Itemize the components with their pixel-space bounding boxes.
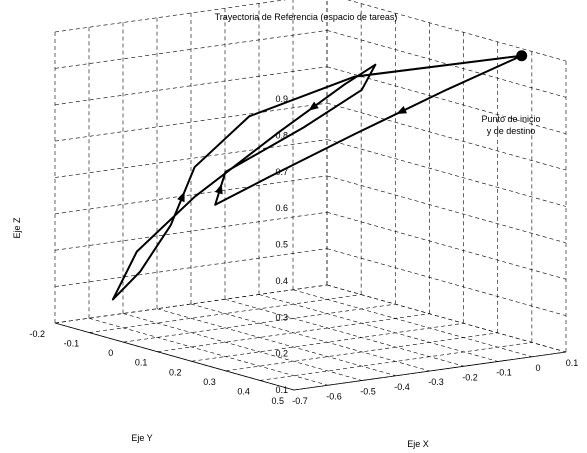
annotation-line-2: y de destino xyxy=(487,126,536,136)
x-axis-line xyxy=(293,351,567,391)
start-end-point-marker xyxy=(516,50,528,62)
direction-arrow xyxy=(396,106,408,115)
back-wall-gridline-z xyxy=(54,284,328,324)
floor-gridline-y xyxy=(191,322,464,362)
side-wall-gridline-z xyxy=(326,66,567,135)
side-wall-gridline-z xyxy=(326,102,567,171)
side-wall-gridline-z xyxy=(326,284,567,353)
z-tick-label: 0.7 xyxy=(275,167,288,177)
chart-title: Trayectoria de Referencia (espacio de ta… xyxy=(215,12,398,22)
direction-arrow xyxy=(214,183,223,195)
direction-arrow xyxy=(177,191,185,203)
trajectory-layer xyxy=(111,50,528,301)
back-wall-gridline-z xyxy=(54,211,328,251)
z-tick-label: 0.5 xyxy=(275,240,288,250)
floor-gridline-y xyxy=(157,313,430,353)
y-tick-label: 0.3 xyxy=(203,377,216,387)
floor-gridline-x xyxy=(190,303,431,372)
arrowhead xyxy=(308,101,319,111)
floor-gridline-x xyxy=(292,289,533,358)
x-tick-label: -0.1 xyxy=(496,368,512,378)
arrowhead xyxy=(177,191,185,203)
back-wall-gridline-z xyxy=(54,66,328,106)
y-tick-label: 0.1 xyxy=(135,358,148,368)
z-axis-label: Eje Z xyxy=(12,217,22,239)
y-tick-label: 0 xyxy=(108,348,113,358)
z-tick-label: 0.6 xyxy=(275,203,288,213)
z-tick-label: 0.1 xyxy=(275,385,288,395)
y-tick-label: 0.4 xyxy=(237,386,250,396)
floor-gridline-x xyxy=(258,294,499,362)
side-wall-gridline-z xyxy=(347,0,567,62)
y-tick-label: -0.1 xyxy=(64,339,80,349)
floor-gridline-y xyxy=(89,294,362,333)
z-tick-label: 0.8 xyxy=(275,130,288,140)
tick-labels: -0.7 -0.6 -0.5 -0.4 -0.3 -0.2 -0.1 0 0.1 -0.2 -0.1… xyxy=(29,94,578,406)
x-tick-label: -0.7 xyxy=(292,396,308,406)
arrowhead xyxy=(214,183,223,195)
floor-gridline-x xyxy=(122,313,363,381)
floor-gridline-y xyxy=(123,303,396,343)
back-wall-gridline-z xyxy=(54,139,328,178)
y-tick-label: -0.2 xyxy=(29,329,45,339)
back-wall-gridline-z xyxy=(54,102,328,142)
arrowhead xyxy=(396,106,408,115)
z-tick-label: 0.4 xyxy=(275,276,288,286)
side-wall-gridline-z xyxy=(326,211,567,280)
trajectory-line xyxy=(111,54,523,301)
side-wall-gridline-z xyxy=(326,30,567,98)
x-axis-label: Eje X xyxy=(407,439,429,449)
y-axis-line xyxy=(54,322,295,391)
y-tick-label: 0.5 xyxy=(271,396,284,406)
side-wall-gridline-z xyxy=(326,139,567,207)
z-tick-label: 0.2 xyxy=(275,349,288,359)
z-tick-label: 0.9 xyxy=(275,94,288,104)
annotation-line-1: Punto de inicio xyxy=(481,114,540,124)
x-tick-label: 0 xyxy=(535,363,540,373)
y-tick-label: 0.2 xyxy=(169,367,182,377)
floor-gridline-x xyxy=(156,308,397,377)
x-tick-label: -0.2 xyxy=(462,372,478,382)
side-wall-gridline-z xyxy=(326,248,567,316)
back-wall-gridline-z xyxy=(54,175,328,215)
back-wall-gridline-z xyxy=(54,30,328,69)
back-wall-gridline-z xyxy=(54,0,287,33)
back-wall-gridline-z xyxy=(54,248,328,287)
grid-layer xyxy=(54,0,567,391)
x-tick-label: -0.5 xyxy=(360,387,376,397)
x-tick-label: 0.1 xyxy=(566,358,579,368)
z-tick-label: 0.3 xyxy=(275,312,288,322)
floor-gridline-y xyxy=(225,332,498,372)
x-tick-label: -0.4 xyxy=(394,382,410,392)
direction-arrow xyxy=(308,101,319,111)
x-tick-label: -0.3 xyxy=(428,377,444,387)
floor-gridline-x xyxy=(224,298,465,367)
floor-gridline-x xyxy=(88,317,329,386)
y-axis-label: Eje Y xyxy=(131,433,152,443)
floor-gridline-y xyxy=(259,342,532,381)
x-tick-label: -0.6 xyxy=(326,391,342,401)
side-wall-gridline-z xyxy=(326,175,567,244)
